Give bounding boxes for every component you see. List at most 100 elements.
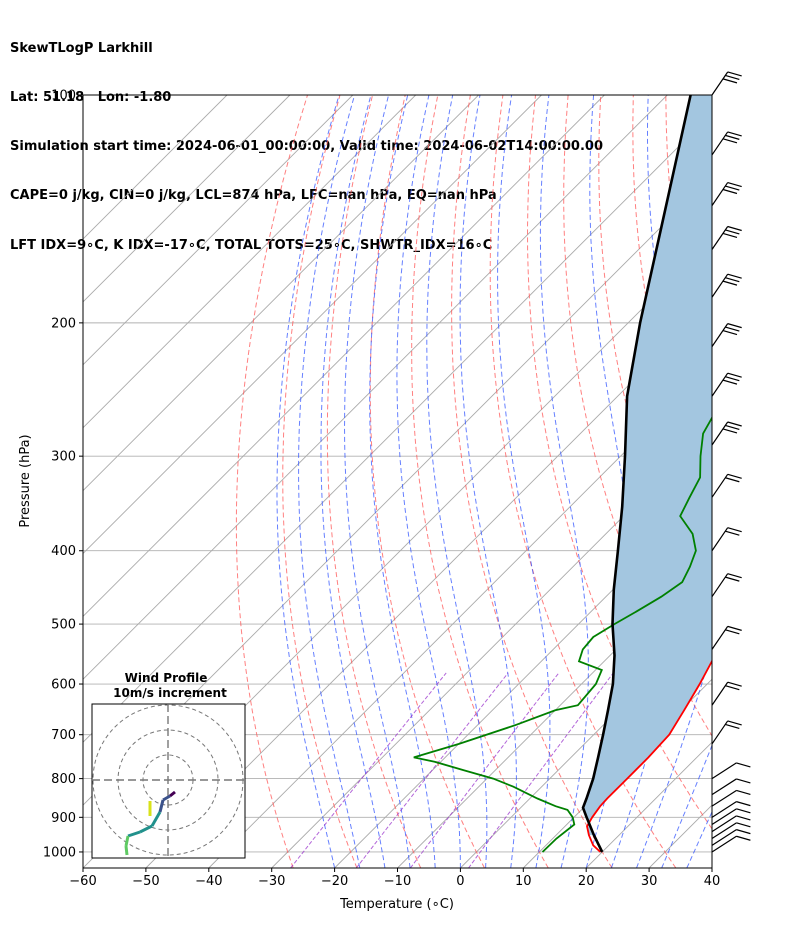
dry-adiabat: [282, 95, 358, 868]
wind-barb: [711, 421, 742, 446]
wind-barb: [711, 71, 742, 96]
x-tick-label: 30: [641, 874, 658, 889]
moist-adiabat: [298, 95, 361, 868]
wind-barb: [711, 835, 751, 853]
wind-barb: [711, 473, 742, 498]
moist-adiabat: [737, 95, 794, 868]
x-tick-label: −40: [195, 874, 222, 889]
moist-adiabat: [539, 95, 589, 868]
y-tick-label: 1000: [43, 845, 76, 860]
x-tick-label: −50: [132, 874, 159, 889]
title-indices-1: CAPE=0 j/kg, CIN=0 j/kg, LCL=874 hPa, LF…: [10, 188, 497, 204]
chart-title-block: SkewTLogP Larkhill Lat: 51.18 Lon: -1.80…: [10, 8, 603, 271]
moist-adiabat: [369, 95, 436, 868]
hodograph-trace: [158, 799, 165, 813]
x-tick-label: −10: [384, 874, 411, 889]
x-tick-label: −20: [321, 874, 348, 889]
isotherm--110: [83, 95, 542, 555]
dry-adiabat: [451, 95, 613, 868]
isotherm--10: [397, 552, 712, 868]
y-tick-label: 200: [51, 316, 76, 331]
wind-barb: [711, 789, 751, 807]
moist-adiabat: [459, 95, 517, 868]
title-station: SkewTLogP Larkhill: [10, 40, 153, 56]
wind-barb: [711, 225, 742, 250]
moist-adiabat: [426, 95, 488, 868]
y-tick-label: 500: [51, 618, 76, 633]
moist-adiabat: [343, 95, 411, 868]
dry-adiabat: [697, 95, 712, 241]
x-axis: −60 −50 −40 −30 −20 −10 0 10 20 30 40: [69, 868, 720, 889]
wind-barb: [711, 829, 751, 846]
y-tick-label: 700: [51, 728, 76, 743]
x-axis-label: Temperature (∘C): [339, 897, 454, 912]
isotherm--80: [83, 112, 712, 743]
isotherm-50: [775, 95, 794, 868]
isotherm--90: [83, 95, 668, 680]
y-tick-label: 100: [51, 89, 76, 104]
y-tick-label: 900: [51, 811, 76, 826]
hodograph-title: Wind Profile: [125, 671, 208, 685]
parcel-line: [581, 95, 692, 853]
title-latlon: Lat: 51.18 Lon: -1.80: [10, 90, 172, 106]
dry-adiabat: [235, 95, 308, 868]
y-tick-label: 300: [51, 450, 76, 465]
y-axis-label: Pressure (hPa): [18, 434, 33, 527]
moist-adiabat: [276, 95, 340, 868]
wind-barb: [711, 323, 742, 347]
hodograph-trace: [139, 824, 153, 834]
isotherm-0: [460, 615, 712, 868]
isotherm--150: [83, 95, 291, 303]
mixing-ratio-line: [468, 672, 614, 868]
wind-barb: [711, 815, 751, 833]
hodograph-inset: Wind Profile 10m/s increment: [91, 671, 246, 859]
dewpoint-line: [413, 416, 712, 853]
isotherm--140: [83, 95, 354, 366]
wind-barb: [711, 273, 742, 298]
isotherm--120: [83, 95, 479, 492]
wind-barb: [711, 822, 751, 840]
isotherm--100: [83, 95, 605, 618]
isotherm--50: [145, 301, 712, 868]
moist-adiabat: [686, 810, 712, 868]
hodograph-trace: [127, 830, 141, 838]
dry-adiabat: [489, 95, 677, 868]
dry-adiabat: [411, 95, 549, 868]
x-tick-label: 40: [704, 874, 721, 889]
title-indices-2: LFT IDX=9∘C, K IDX=-17∘C, TOTAL TOTS=25∘…: [10, 237, 493, 253]
moist-adiabat: [711, 866, 712, 868]
wind-barb: [711, 801, 751, 818]
wind-barb: [711, 573, 742, 598]
moist-adiabat: [320, 95, 386, 868]
mixing-ratio-line: [290, 672, 447, 868]
dry-adiabat: [526, 95, 712, 830]
wind-barb: [711, 372, 742, 397]
dry-adiabat: [764, 95, 794, 868]
isotherm--130: [83, 95, 417, 429]
wind-barb: [711, 681, 742, 706]
y-tick-label: 800: [51, 772, 76, 787]
hodograph-trace: [150, 811, 162, 827]
moist-adiabat: [396, 95, 461, 868]
x-tick-label: −30: [258, 874, 285, 889]
x-tick-label: 10: [515, 874, 532, 889]
x-tick-label: −60: [69, 874, 96, 889]
hodograph-trace: [124, 845, 129, 856]
wind-barb: [711, 762, 751, 780]
wind-barb: [711, 182, 742, 206]
isotherm--160: [83, 95, 228, 240]
hodograph-trace: [169, 790, 176, 798]
y-tick-label: 600: [51, 678, 76, 693]
isotherm--20: [334, 489, 712, 868]
wind-barb: [711, 625, 742, 650]
x-tick-label: 20: [578, 874, 595, 889]
y-axis: 100 200 300 400 500 600 700 800 900 1000: [43, 89, 83, 860]
hodograph-trace: [124, 835, 130, 847]
wind-barb: [711, 720, 742, 745]
wind-barb: [711, 808, 751, 826]
moist-adiabat: [661, 744, 712, 868]
dry-adiabat: [731, 95, 794, 868]
wind-barb: [711, 527, 742, 552]
mixing-ratio-line: [355, 672, 509, 868]
